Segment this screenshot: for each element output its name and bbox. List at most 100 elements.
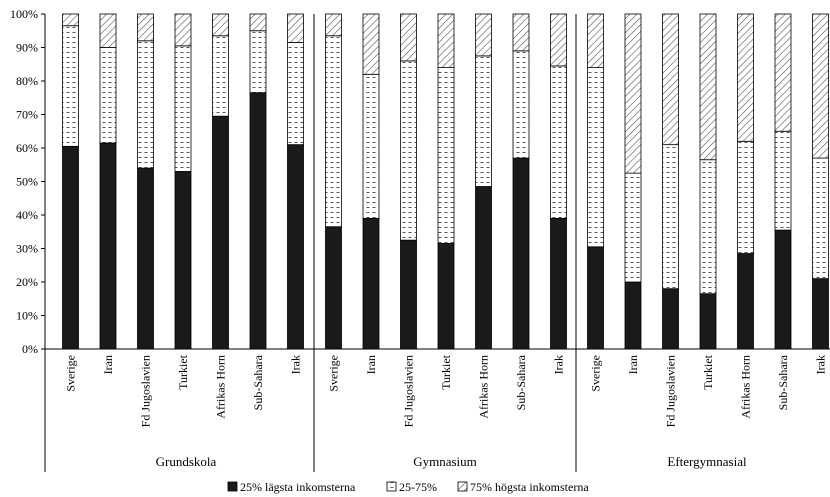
bar-segment-low (662, 288, 679, 350)
bar-segment-mid (325, 35, 342, 228)
group-label: Grundskola (156, 454, 217, 469)
bar-segment-high (287, 13, 304, 43)
bar-segment-mid (550, 65, 567, 219)
y-tick-label: 100% (10, 7, 38, 21)
bar-segment-mid (287, 42, 304, 146)
category-label: Iran (364, 355, 378, 374)
legend-label-high: 75% högsta inkomsterna (470, 480, 589, 494)
category-label: Sverige (327, 355, 341, 392)
category-label: Fd Jugoslavien (664, 355, 678, 427)
bar-segment-high (512, 13, 530, 52)
bar-segment-low (437, 243, 455, 350)
group-label: Gymnasium (413, 454, 477, 469)
bar-segment-high (737, 13, 754, 142)
bar-segment-mid (699, 159, 717, 295)
bar-segment-mid (174, 45, 192, 172)
bar-segment-high (212, 13, 229, 37)
bar-segment-high (137, 13, 154, 42)
bar-segment-low (137, 167, 154, 350)
category-label: Sub-Sahara (514, 354, 528, 410)
bar-segment-mid (137, 40, 154, 169)
bar-segment-high (812, 13, 829, 159)
legend-label-low: 25% lägsta inkomsterna (240, 480, 356, 494)
y-tick-label: 60% (16, 141, 38, 155)
legend-swatch-high (457, 481, 468, 492)
bar-segment-high (62, 13, 79, 27)
bar-segment-mid (362, 73, 380, 219)
bar-segment-low (249, 92, 267, 350)
category-label: Iran (101, 355, 115, 374)
category-label: Irak (289, 355, 303, 374)
bar-segment-low (174, 171, 192, 350)
bar-segment-mid (624, 172, 642, 283)
bar-segment-mid (512, 50, 530, 159)
category-label: Turkiet (176, 354, 190, 390)
bar-segment-high (774, 13, 792, 132)
y-tick-label: 10% (16, 309, 38, 323)
bar-segment-mid (99, 47, 117, 144)
category-label: Sub-Sahara (776, 354, 790, 410)
y-tick-label: 40% (16, 208, 38, 222)
bar-segment-high (662, 13, 679, 146)
category-label: Turkiet (439, 354, 453, 390)
category-label: Iran (626, 355, 640, 374)
legend: 25% lägsta inkomsterna 25-75% 75% högsta… (227, 480, 589, 494)
bar-segment-low (624, 281, 642, 350)
y-tick-label: 20% (16, 275, 38, 289)
bar-segment-high (475, 13, 492, 57)
bar-segment-high (550, 13, 567, 67)
bar-segment-high (99, 13, 117, 48)
group-label: Eftergymnasial (667, 454, 747, 469)
bar-segment-low (99, 142, 117, 350)
y-tick-label: 70% (16, 108, 38, 122)
y-tick-label: 50% (16, 175, 38, 189)
bar-segment-low (699, 293, 717, 350)
category-label: Fd Jugoslavien (139, 355, 153, 427)
bar-segment-high (587, 13, 604, 68)
bar-segment-high (400, 13, 417, 62)
category-label: Irak (814, 355, 828, 374)
bar-segment-mid (587, 67, 604, 248)
bar-segment-low (512, 157, 530, 350)
bar-segment-mid (737, 140, 754, 254)
category-label: Afrikas Horn (739, 355, 753, 419)
bar-segment-low (212, 115, 229, 350)
bar-segment-high (699, 13, 717, 161)
category-label: Irak (552, 355, 566, 374)
category-label: Afrikas Horn (477, 355, 491, 419)
bar-segment-low (774, 229, 792, 350)
legend-swatch-mid (386, 481, 397, 492)
bar-segment-low (737, 253, 754, 350)
y-tick-label: 30% (16, 242, 38, 256)
y-tick-label: 0% (22, 342, 38, 356)
bar-segment-high (325, 13, 342, 37)
category-label: Afrikas Horn (214, 355, 228, 419)
bar-segment-low (550, 217, 567, 350)
bar-segment-low (812, 278, 829, 350)
legend-label-mid: 25-75% (399, 480, 437, 494)
bar-segment-mid (212, 35, 229, 117)
category-label: Fd Jugoslavien (402, 355, 416, 427)
bar-layer (62, 13, 829, 350)
bar-segment-low (587, 246, 604, 350)
bar-segment-low (362, 217, 380, 350)
category-label: Sverige (589, 355, 603, 392)
bar-segment-mid (812, 157, 829, 280)
bar-segment-mid (475, 55, 492, 187)
bar-segment-high (174, 13, 192, 47)
bar-segment-high (437, 13, 455, 68)
category-label: Sverige (64, 355, 78, 392)
bar-segment-high (249, 13, 267, 32)
bar-segment-low (62, 145, 79, 350)
label-layer: Sverige Iran Fd Jugoslavien Turkiet Afrikas … (64, 354, 828, 469)
bar-segment-mid (400, 60, 417, 241)
bar-segment-mid (249, 30, 267, 94)
bar-segment-high (362, 13, 380, 75)
y-tick-label: 80% (16, 74, 38, 88)
category-label: Sub-Sahara (251, 354, 265, 410)
bar-segment-high (624, 13, 642, 174)
category-label: Turkiet (701, 354, 715, 390)
bar-segment-mid (774, 130, 792, 231)
legend-swatch-low (227, 481, 238, 492)
